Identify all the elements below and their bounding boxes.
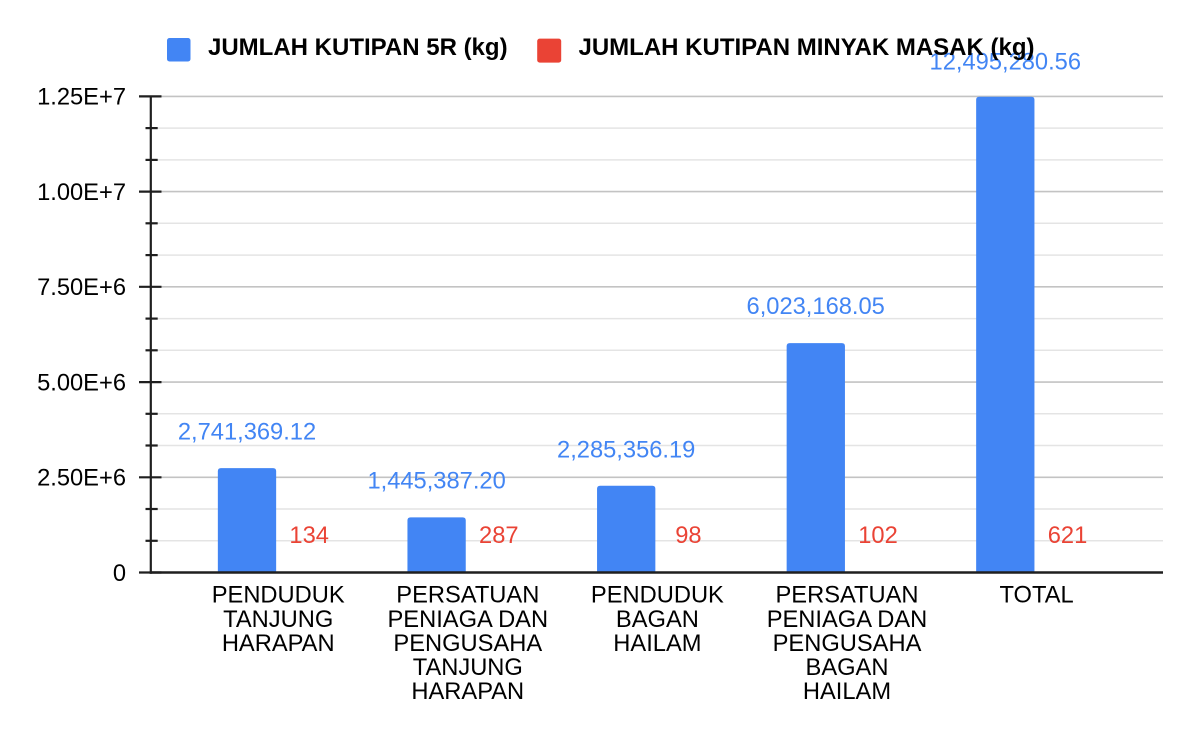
svg-text:621: 621	[1048, 523, 1088, 549]
svg-text:PENIAGA DAN: PENIAGA DAN	[387, 607, 548, 633]
svg-text:JUMLAH KUTIPAN MINYAK MASAK (k: JUMLAH KUTIPAN MINYAK MASAK (kg)	[579, 34, 1035, 61]
svg-text:PENIAGA DAN: PENIAGA DAN	[767, 607, 928, 633]
svg-text:1.25E+7: 1.25E+7	[37, 85, 126, 111]
svg-text:12,495,280.56: 12,495,280.56	[930, 49, 1081, 75]
svg-text:BAGAN: BAGAN	[616, 607, 699, 633]
svg-text:2.50E+6: 2.50E+6	[37, 466, 126, 492]
svg-text:PENDUDUK: PENDUDUK	[212, 583, 345, 609]
svg-text:6,023,168.05: 6,023,168.05	[747, 294, 885, 320]
svg-text:PENDUDUK: PENDUDUK	[591, 583, 724, 609]
svg-text:1,445,387.20: 1,445,387.20	[367, 469, 505, 495]
svg-text:HARAPAN: HARAPAN	[411, 679, 524, 705]
svg-text:TANJUNG: TANJUNG	[223, 607, 333, 633]
svg-text:287: 287	[479, 523, 519, 549]
svg-text:PERSATUAN: PERSATUAN	[775, 583, 918, 609]
svg-text:1.00E+7: 1.00E+7	[37, 180, 126, 206]
svg-text:HAILAM: HAILAM	[613, 631, 701, 657]
svg-text:5.00E+6: 5.00E+6	[37, 370, 126, 396]
svg-text:0: 0	[113, 561, 126, 587]
svg-text:PENGUSAHA: PENGUSAHA	[773, 631, 922, 657]
svg-text:JUMLAH KUTIPAN 5R (kg): JUMLAH KUTIPAN 5R (kg)	[208, 34, 508, 61]
svg-text:HAILAM: HAILAM	[803, 679, 891, 705]
svg-text:TANJUNG: TANJUNG	[413, 655, 523, 681]
svg-text:BAGAN: BAGAN	[806, 655, 889, 681]
svg-text:7.50E+6: 7.50E+6	[37, 275, 126, 301]
svg-text:TOTAL: TOTAL	[1000, 583, 1074, 609]
svg-text:98: 98	[675, 523, 701, 549]
svg-text:134: 134	[289, 523, 329, 549]
svg-text:PENGUSAHA: PENGUSAHA	[393, 631, 542, 657]
svg-text:PERSATUAN: PERSATUAN	[396, 583, 539, 609]
svg-text:2,741,369.12: 2,741,369.12	[178, 419, 316, 445]
svg-text:HARAPAN: HARAPAN	[222, 631, 335, 657]
svg-text:102: 102	[858, 523, 898, 549]
svg-text:2,285,356.19: 2,285,356.19	[557, 438, 695, 464]
